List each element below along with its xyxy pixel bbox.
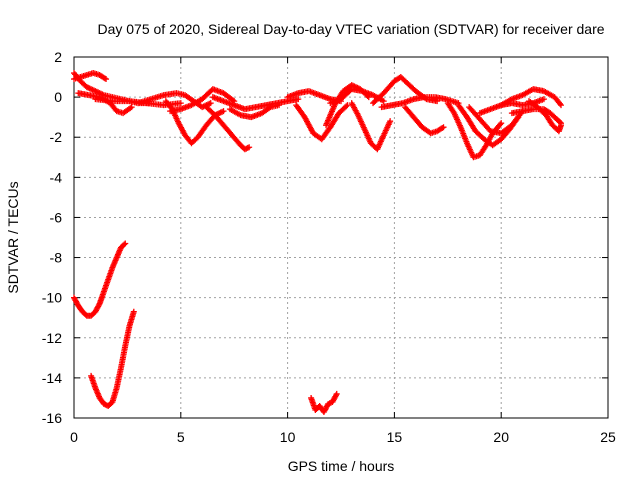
series-track-28 [308,390,340,415]
data-point [177,100,184,107]
x-tick-label: 5 [177,429,185,445]
y-tick-label: -8 [50,250,63,266]
data-point [122,240,129,247]
y-tick-label: -6 [50,209,63,225]
plot-frame [73,56,609,419]
data-point [558,122,565,129]
y-tick-label: -4 [50,169,63,185]
series-track-15 [348,100,394,153]
data-point [101,75,108,82]
data-point [207,100,214,107]
series-track-24 [508,106,565,127]
data-point [380,98,387,105]
series-track-25 [525,98,565,135]
data-point [128,104,135,111]
data-point [333,392,340,399]
data-point [103,76,110,83]
data-point [130,308,137,315]
data-point [295,96,302,103]
series-track-26 [71,240,129,319]
data-point [220,108,227,115]
y-tick-label: 2 [54,49,62,65]
data-point [497,121,504,128]
data-point [95,302,102,309]
series-track-27 [88,308,137,409]
chart-title: Day 075 of 2020, Sidereal Day-to-day VTE… [97,21,604,37]
data-point [439,124,446,131]
y-tick-label: -16 [42,410,62,426]
series-track-11 [284,88,344,105]
data-point [540,96,547,103]
y-tick-label: -14 [42,370,62,386]
data-point [276,102,283,109]
data-point [558,102,565,109]
x-tick-label: 15 [387,429,403,445]
y-tick-label: 0 [54,89,62,105]
series-track-08 [203,104,253,153]
series-track-17 [378,94,462,111]
y-axis-label: SDTVAR / TECUs [5,181,21,293]
data-point [440,124,447,131]
data-point [121,241,128,248]
series-track-02 [71,70,110,83]
series-track-20 [455,102,522,149]
x-tick-label: 10 [280,429,296,445]
data-point [344,102,351,109]
data-points [71,70,565,415]
y-tick-label: -10 [42,290,62,306]
data-point [387,118,394,125]
data-point [343,103,350,110]
data-point [246,144,253,151]
series-track-07 [167,86,238,115]
data-point [498,120,505,127]
series-track-10 [226,102,283,121]
x-tick-label: 20 [493,429,509,445]
series-track-23 [498,86,565,109]
series-track-12 [293,102,351,143]
grid-lines [74,57,608,418]
x-axis-label: GPS time / hours [288,458,395,474]
data-point [333,390,340,397]
series-track-05 [135,90,214,111]
x-tick-label: 0 [70,429,78,445]
series-track-18 [402,104,447,137]
y-tick-label: -12 [42,330,62,346]
x-tick-label: 25 [600,429,616,445]
series-track-21 [466,104,526,137]
data-point [556,100,563,107]
y-tick-label: -2 [50,129,63,145]
